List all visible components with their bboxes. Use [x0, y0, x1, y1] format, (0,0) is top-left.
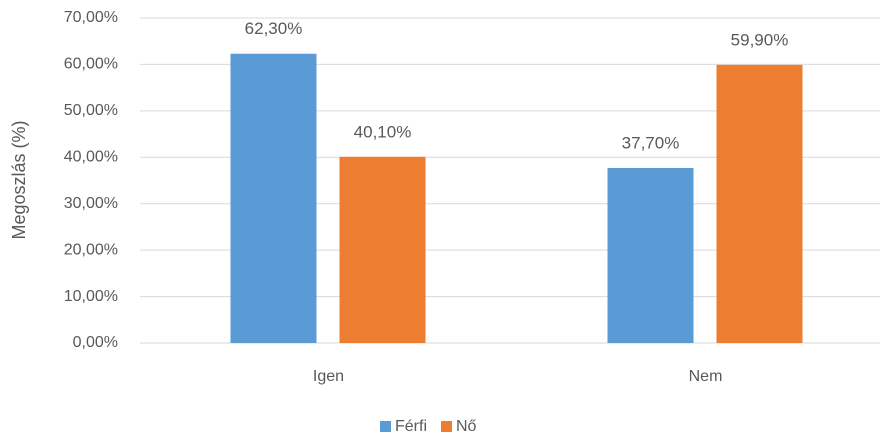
bar [607, 167, 694, 343]
x-tick-label: Nem [689, 368, 723, 385]
value-label: 40,10% [354, 122, 412, 141]
legend-swatch [380, 421, 391, 432]
y-tick-label: 0,00% [73, 334, 118, 351]
y-tick-label: 30,00% [64, 195, 118, 212]
bar [230, 53, 317, 343]
legend-label: Nő [456, 418, 477, 435]
y-tick-label: 60,00% [64, 56, 118, 73]
y-tick-label: 70,00% [64, 9, 118, 26]
value-label: 59,90% [731, 30, 789, 49]
y-tick-label: 20,00% [64, 241, 118, 258]
value-label: 37,70% [622, 133, 680, 152]
value-label: 62,30% [245, 19, 303, 38]
bar [716, 64, 803, 344]
y-tick-label: 40,00% [64, 149, 118, 166]
bar [339, 156, 426, 343]
y-axis-label: Megoszlás (%) [9, 120, 29, 239]
legend-label: Férfi [395, 418, 427, 435]
legend-swatch [441, 421, 452, 432]
x-tick-label: Igen [313, 368, 344, 385]
y-tick-label: 10,00% [64, 288, 118, 305]
y-tick-label: 50,00% [64, 102, 118, 119]
